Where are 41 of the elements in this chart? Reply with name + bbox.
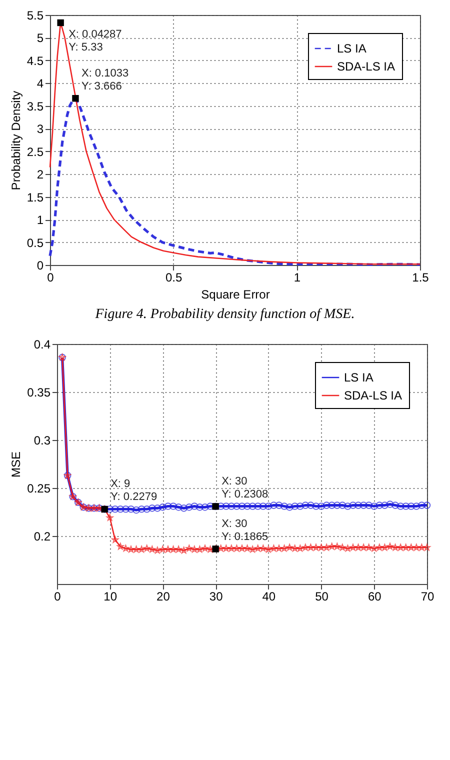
x-axis-title: Square Error [201, 288, 270, 302]
x-tick-label: 0 [54, 590, 62, 604]
legend-label: LS IA [344, 370, 374, 384]
y-tick-label: 5.5 [26, 8, 44, 22]
x-tick-label: 1 [294, 270, 301, 284]
y-axis-title: MSE [9, 451, 24, 478]
annotation: X: 0.1033 Y: 3.666 [81, 67, 129, 92]
y-tick-label: 4.5 [26, 54, 44, 68]
y-tick-label: 0 [36, 258, 44, 272]
legend-label: SDA-LS IA [344, 388, 402, 402]
y-tick-label: 1.5 [26, 190, 44, 204]
annotation: X: 30 Y: 0.2308 [222, 475, 268, 500]
y-tick-label: 2 [36, 168, 44, 182]
y-tick-label: 0.5 [26, 236, 44, 250]
x-tick-label: 40 [262, 590, 276, 604]
annotation: X: 0.04287 Y: 5.33 [68, 28, 122, 54]
y-tick-label: 4 [36, 76, 44, 91]
legend-label: LS IA [337, 42, 366, 56]
y-tick-label: 0.2 [34, 530, 51, 544]
x-tick-label: 50 [315, 590, 329, 604]
y-tick-label: 5 [36, 31, 44, 46]
y-axis-title: Probability Density [8, 90, 23, 190]
x-tick-label: 60 [368, 590, 382, 604]
x-tick-label: 10 [104, 590, 118, 604]
y-tick-label: 3 [36, 122, 44, 136]
y-tick-label: 0.3 [34, 434, 51, 448]
x-tick-label: 0.5 [165, 270, 182, 284]
y-tick-label: 0.4 [34, 338, 51, 352]
x-tick-label: 70 [420, 590, 434, 604]
caption: Figure 4. Probability density function of MSE. [94, 307, 356, 323]
x-tick-label: 1.5 [412, 270, 430, 284]
annotation: X: 30 Y: 0.1865 [222, 518, 268, 543]
y-tick-label: 2.5 [26, 144, 44, 159]
y-tick-label: 0.35 [27, 386, 51, 400]
y-tick-label: 1 [36, 213, 44, 228]
y-tick-label: 0.25 [27, 482, 51, 496]
x-tick-label: 30 [209, 590, 224, 604]
legend-label: SDA-LS IA [337, 60, 396, 74]
y-tick-label: 3.5 [26, 99, 44, 114]
annotation: X: 9 Y: 0.2279 [110, 478, 158, 504]
x-tick-label: 20 [156, 590, 170, 604]
